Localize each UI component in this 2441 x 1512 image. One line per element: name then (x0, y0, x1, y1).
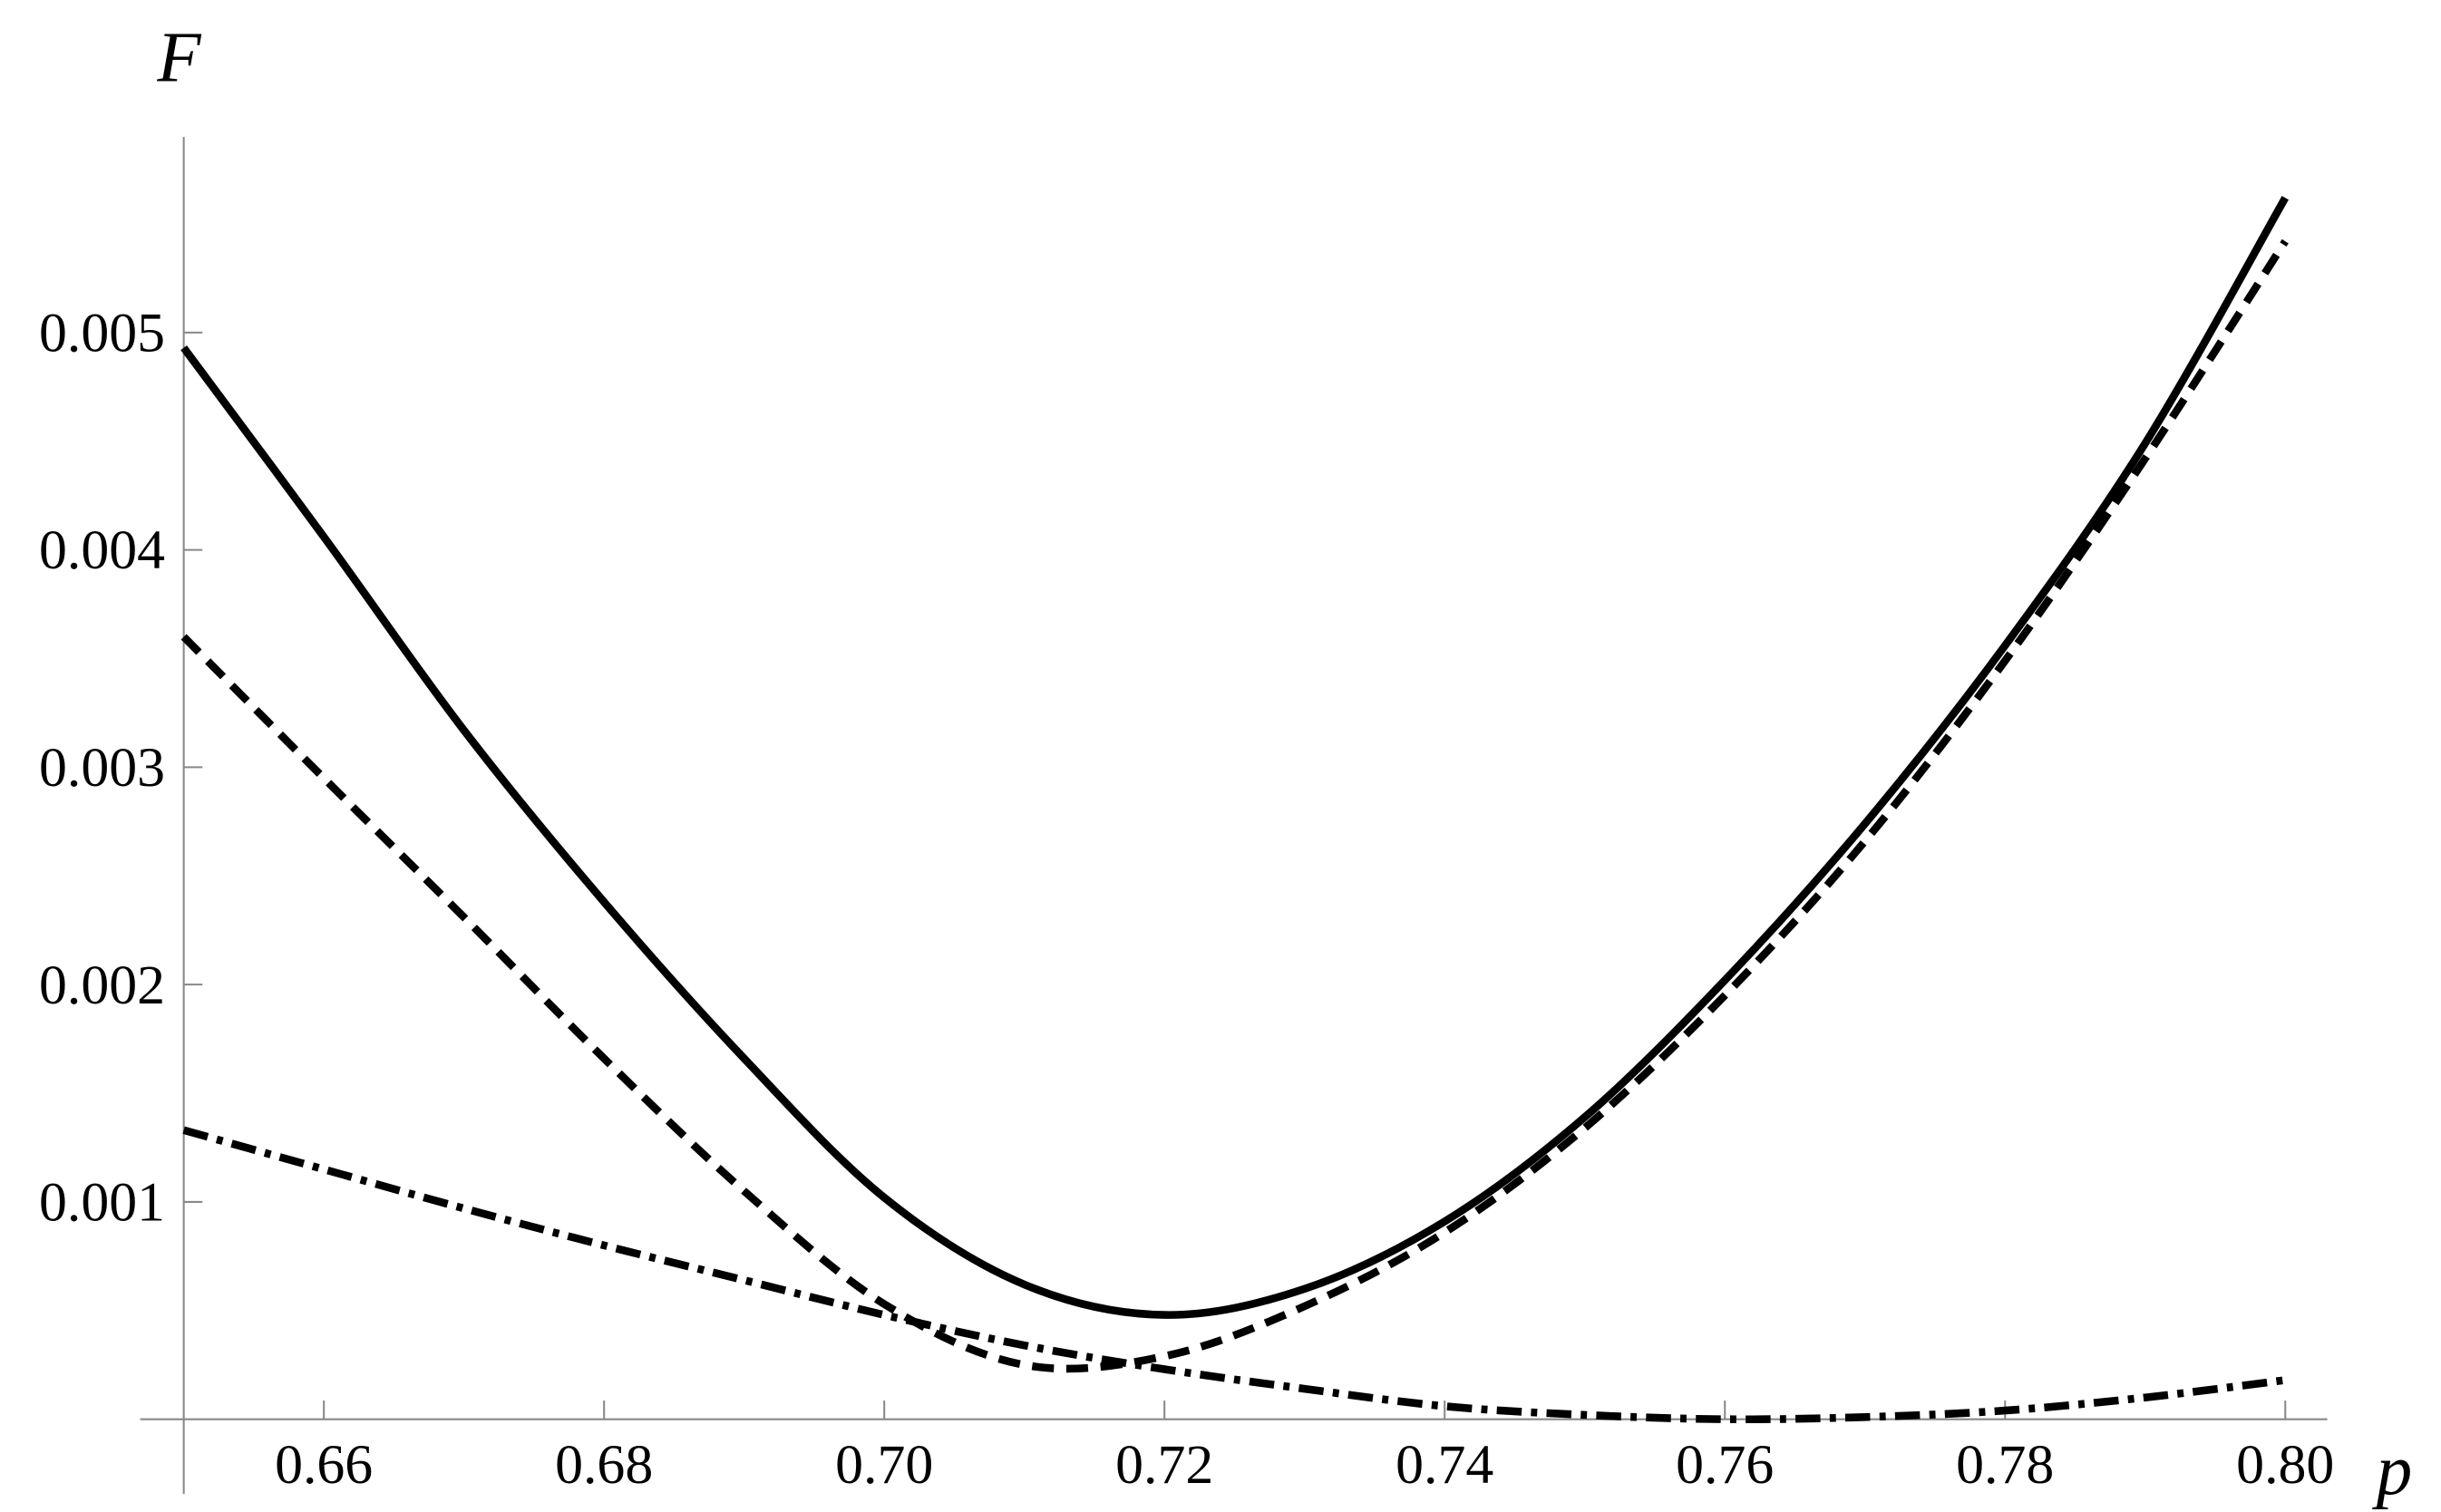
x-axis-label: p (2372, 1431, 2412, 1510)
x-tick-label: 0.66 (275, 1434, 373, 1496)
y-tick-label: 0.001 (39, 1172, 165, 1234)
line-series (180, 196, 2289, 1319)
y-axis-label: F (156, 18, 201, 97)
line-series (180, 238, 2289, 1373)
line-series (182, 1126, 2286, 1424)
x-tick-label: 0.78 (1956, 1434, 2054, 1496)
x-tick-label: 0.72 (1115, 1434, 1213, 1496)
y-tick-label: 0.003 (39, 737, 165, 799)
y-tick-label: 0.002 (39, 955, 165, 1016)
x-tick-label: 0.76 (1676, 1434, 1774, 1496)
y-tick-label: 0.005 (39, 302, 165, 363)
y-tick-label: 0.004 (39, 519, 165, 581)
x-tick-label: 0.70 (835, 1434, 933, 1496)
x-tick-label: 0.68 (555, 1434, 653, 1496)
x-tick-label: 0.74 (1396, 1434, 1493, 1496)
x-tick-label: 0.80 (2236, 1434, 2334, 1496)
